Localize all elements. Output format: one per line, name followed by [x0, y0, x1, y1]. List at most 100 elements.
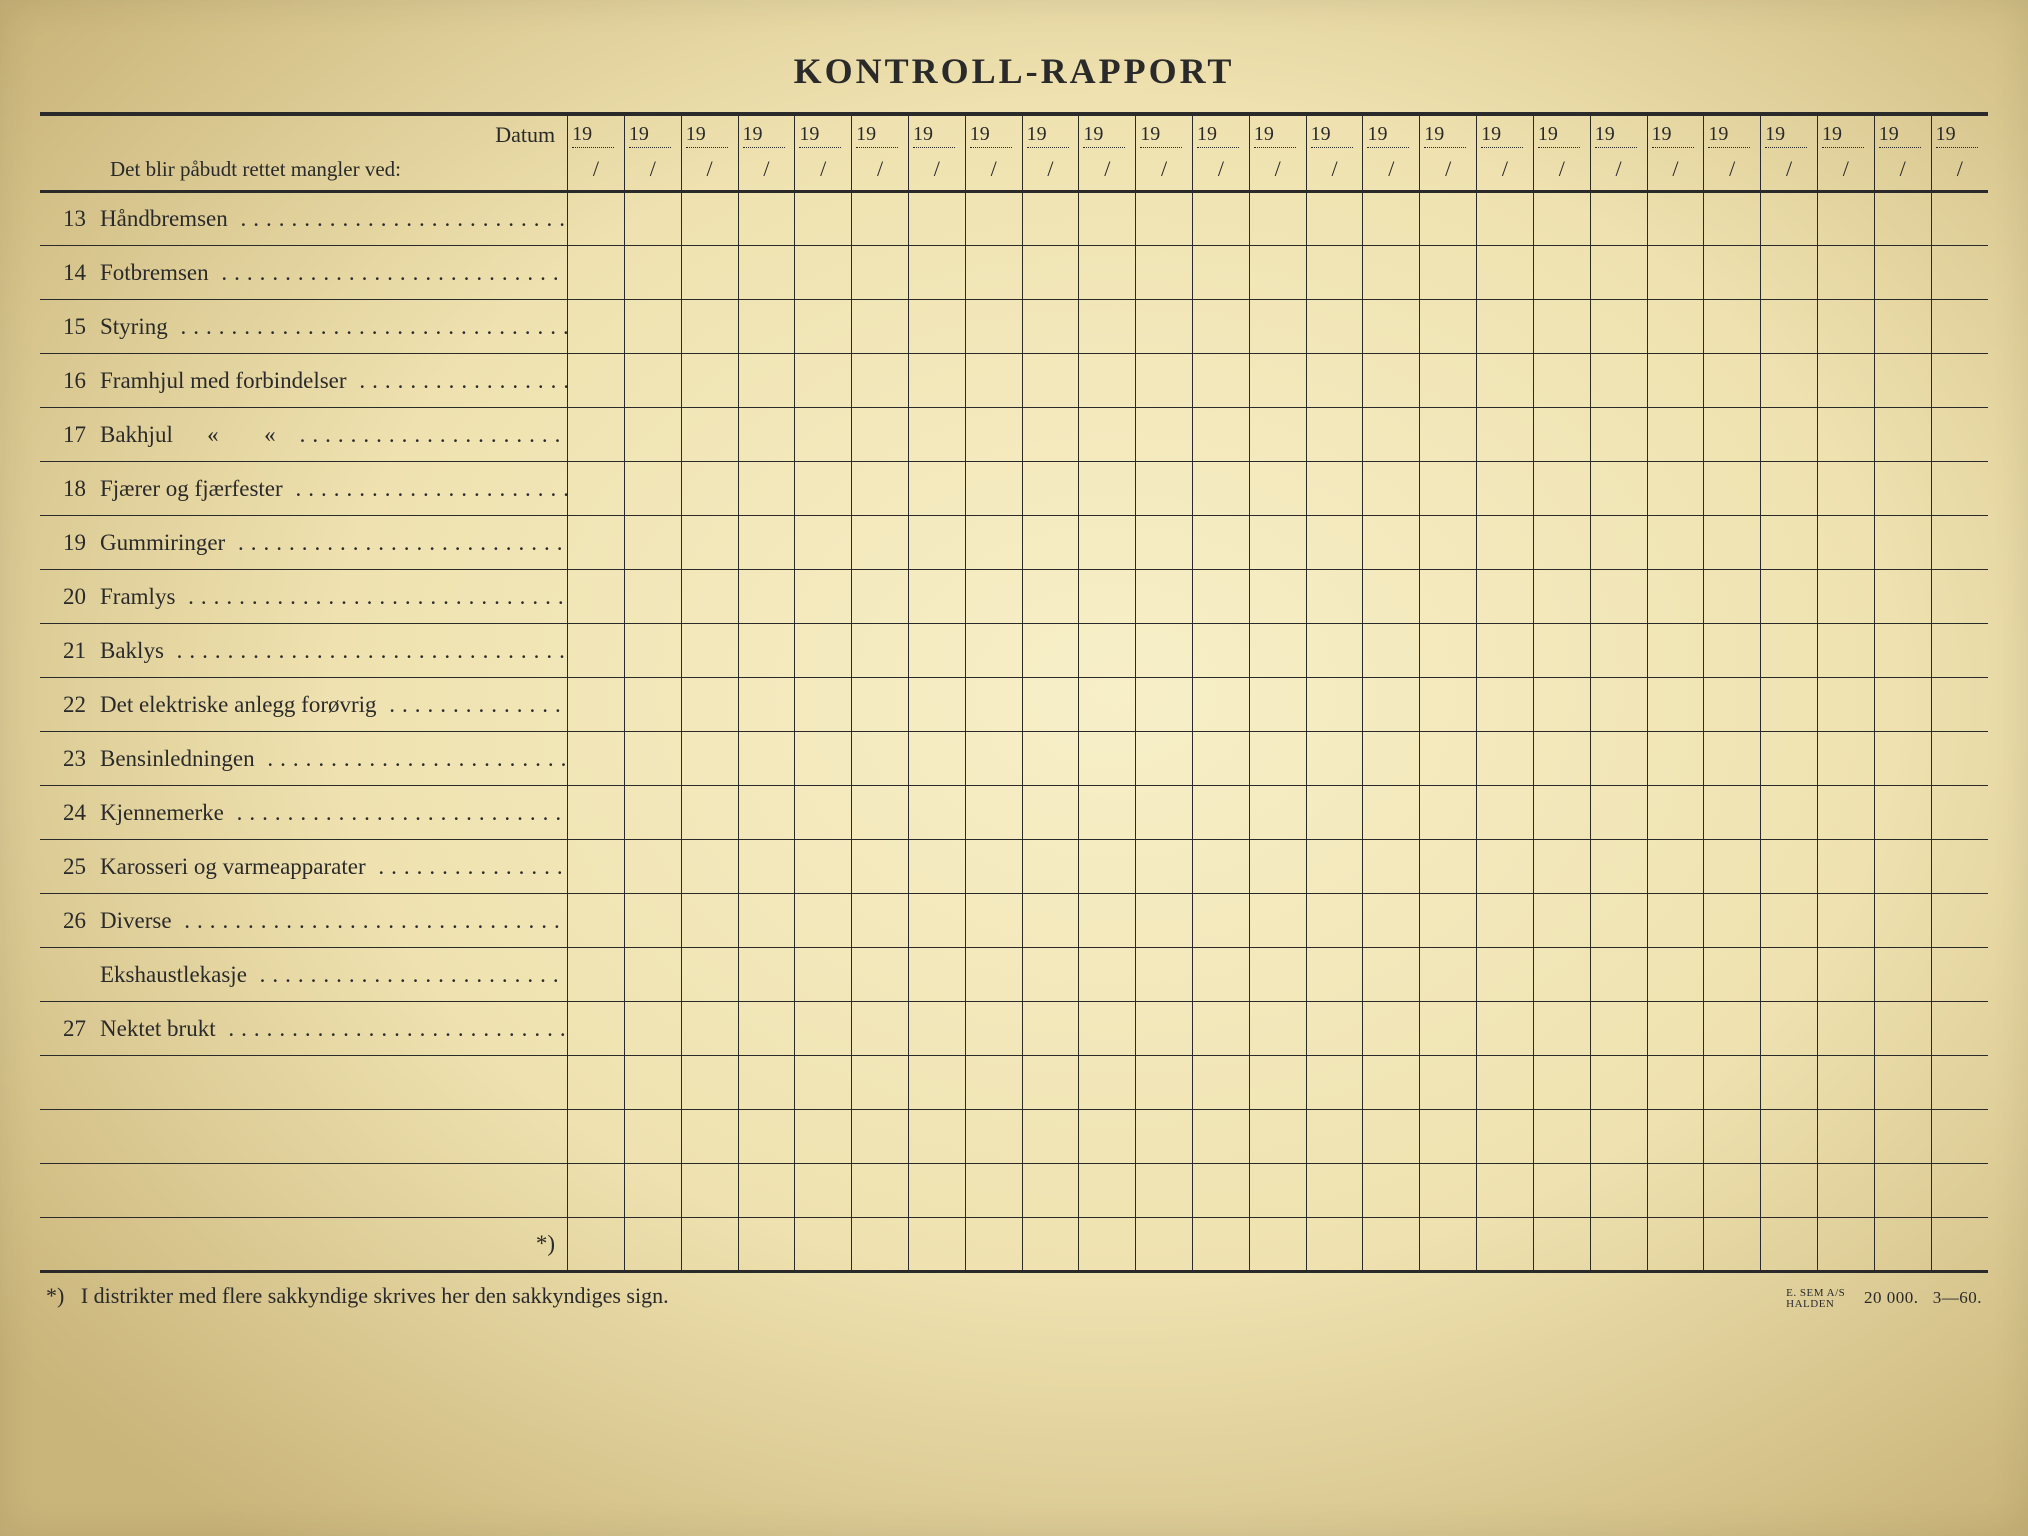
grid-cell [908, 786, 965, 840]
row-label-cell: 25Karosseri og varmeapparater ..........… [40, 840, 568, 894]
grid-cell [852, 624, 909, 678]
grid-cell [1874, 840, 1931, 894]
grid-cell [1363, 678, 1420, 732]
grid-cell [624, 840, 681, 894]
grid-cell [1817, 462, 1874, 516]
grid-cell [1249, 732, 1306, 786]
grid-cell [568, 300, 625, 354]
grid-cell [795, 1056, 852, 1110]
grid-cell [1647, 840, 1704, 894]
grid-cell [1193, 570, 1250, 624]
grid-cell [1874, 948, 1931, 1002]
grid-cell [681, 462, 738, 516]
grid-cell [1477, 948, 1534, 1002]
grid-cell [1136, 1164, 1193, 1218]
datum-year-cell: 19 [852, 116, 909, 150]
grid-cell [852, 1164, 909, 1218]
grid-cell [1533, 894, 1590, 948]
grid-cell [1817, 732, 1874, 786]
footnote-body: I distrikter med flere sakkyndige skrive… [81, 1283, 669, 1308]
grid-cell [1647, 1002, 1704, 1056]
grid-cell [1022, 1218, 1079, 1272]
grid-cell [1193, 840, 1250, 894]
grid-cell [1590, 1056, 1647, 1110]
grid-cell [1533, 1218, 1590, 1272]
grid-cell [1533, 246, 1590, 300]
grid-cell [1136, 732, 1193, 786]
grid-cell [965, 1110, 1022, 1164]
grid-cell [965, 354, 1022, 408]
grid-cell [1079, 678, 1136, 732]
grid-cell [1022, 732, 1079, 786]
datum-year-cell: 19 [1704, 116, 1761, 150]
grid-cell [1249, 1164, 1306, 1218]
grid-cell [1022, 300, 1079, 354]
grid-cell [1533, 570, 1590, 624]
grid-cell [1647, 624, 1704, 678]
grid-cell [1079, 1164, 1136, 1218]
grid-cell [1874, 1110, 1931, 1164]
grid-cell [1306, 948, 1363, 1002]
grid-cell [1136, 516, 1193, 570]
grid-cell [738, 894, 795, 948]
grid-cell [1136, 894, 1193, 948]
grid-cell [1931, 354, 1988, 408]
grid-cell [1420, 516, 1477, 570]
grid-cell [681, 516, 738, 570]
grid-cell [1306, 408, 1363, 462]
grid-cell [568, 1110, 625, 1164]
grid-cell [1704, 840, 1761, 894]
grid-cell [795, 300, 852, 354]
grid-cell [1590, 462, 1647, 516]
grid-cell [1420, 624, 1477, 678]
grid-cell [1079, 516, 1136, 570]
grid-cell [1363, 786, 1420, 840]
grid-cell [1022, 1056, 1079, 1110]
grid-cell [1931, 570, 1988, 624]
grid-cell [568, 1164, 625, 1218]
grid-cell [1249, 1002, 1306, 1056]
row-label-cell: 16Framhjul med forbindelser ............… [40, 354, 568, 408]
datum-slash-cell: / [908, 150, 965, 192]
row-label-cell: 26Diverse ..............................… [40, 894, 568, 948]
table-row: 16Framhjul med forbindelser ............… [40, 354, 1988, 408]
grid-cell [1136, 948, 1193, 1002]
grid-cell [1817, 1002, 1874, 1056]
grid-cell [738, 354, 795, 408]
grid-cell [852, 1110, 909, 1164]
grid-cell [624, 300, 681, 354]
grid-cell [1704, 732, 1761, 786]
datum-slash-cell: / [738, 150, 795, 192]
grid-cell [1817, 246, 1874, 300]
grid-cell [1193, 408, 1250, 462]
grid-cell [738, 1164, 795, 1218]
grid-cell [1590, 840, 1647, 894]
grid-cell [1079, 462, 1136, 516]
grid-cell [1136, 570, 1193, 624]
grid-cell [795, 246, 852, 300]
row-label-cell: *) [40, 1218, 568, 1272]
table-row: 27Nektet brukt .........................… [40, 1002, 1988, 1056]
row-label-cell: 21Baklys ...............................… [40, 624, 568, 678]
grid-cell [1647, 732, 1704, 786]
grid-cell [1931, 462, 1988, 516]
grid-cell [1704, 408, 1761, 462]
date-code: 3—60. [1933, 1288, 1982, 1307]
grid-cell [1193, 786, 1250, 840]
grid-cell [1477, 462, 1534, 516]
grid-cell [1647, 894, 1704, 948]
datum-slash-cell: / [1477, 150, 1534, 192]
grid-cell [908, 1110, 965, 1164]
datum-slash-cell: / [1249, 150, 1306, 192]
grid-cell [1306, 570, 1363, 624]
grid-cell [568, 516, 625, 570]
grid-cell [681, 354, 738, 408]
grid-cell [1477, 624, 1534, 678]
grid-cell [1931, 300, 1988, 354]
grid-cell [1874, 192, 1931, 246]
grid-cell [1533, 948, 1590, 1002]
grid-cell [568, 1218, 625, 1272]
grid-cell [1590, 1002, 1647, 1056]
grid-cell [1817, 1110, 1874, 1164]
grid-cell [738, 408, 795, 462]
